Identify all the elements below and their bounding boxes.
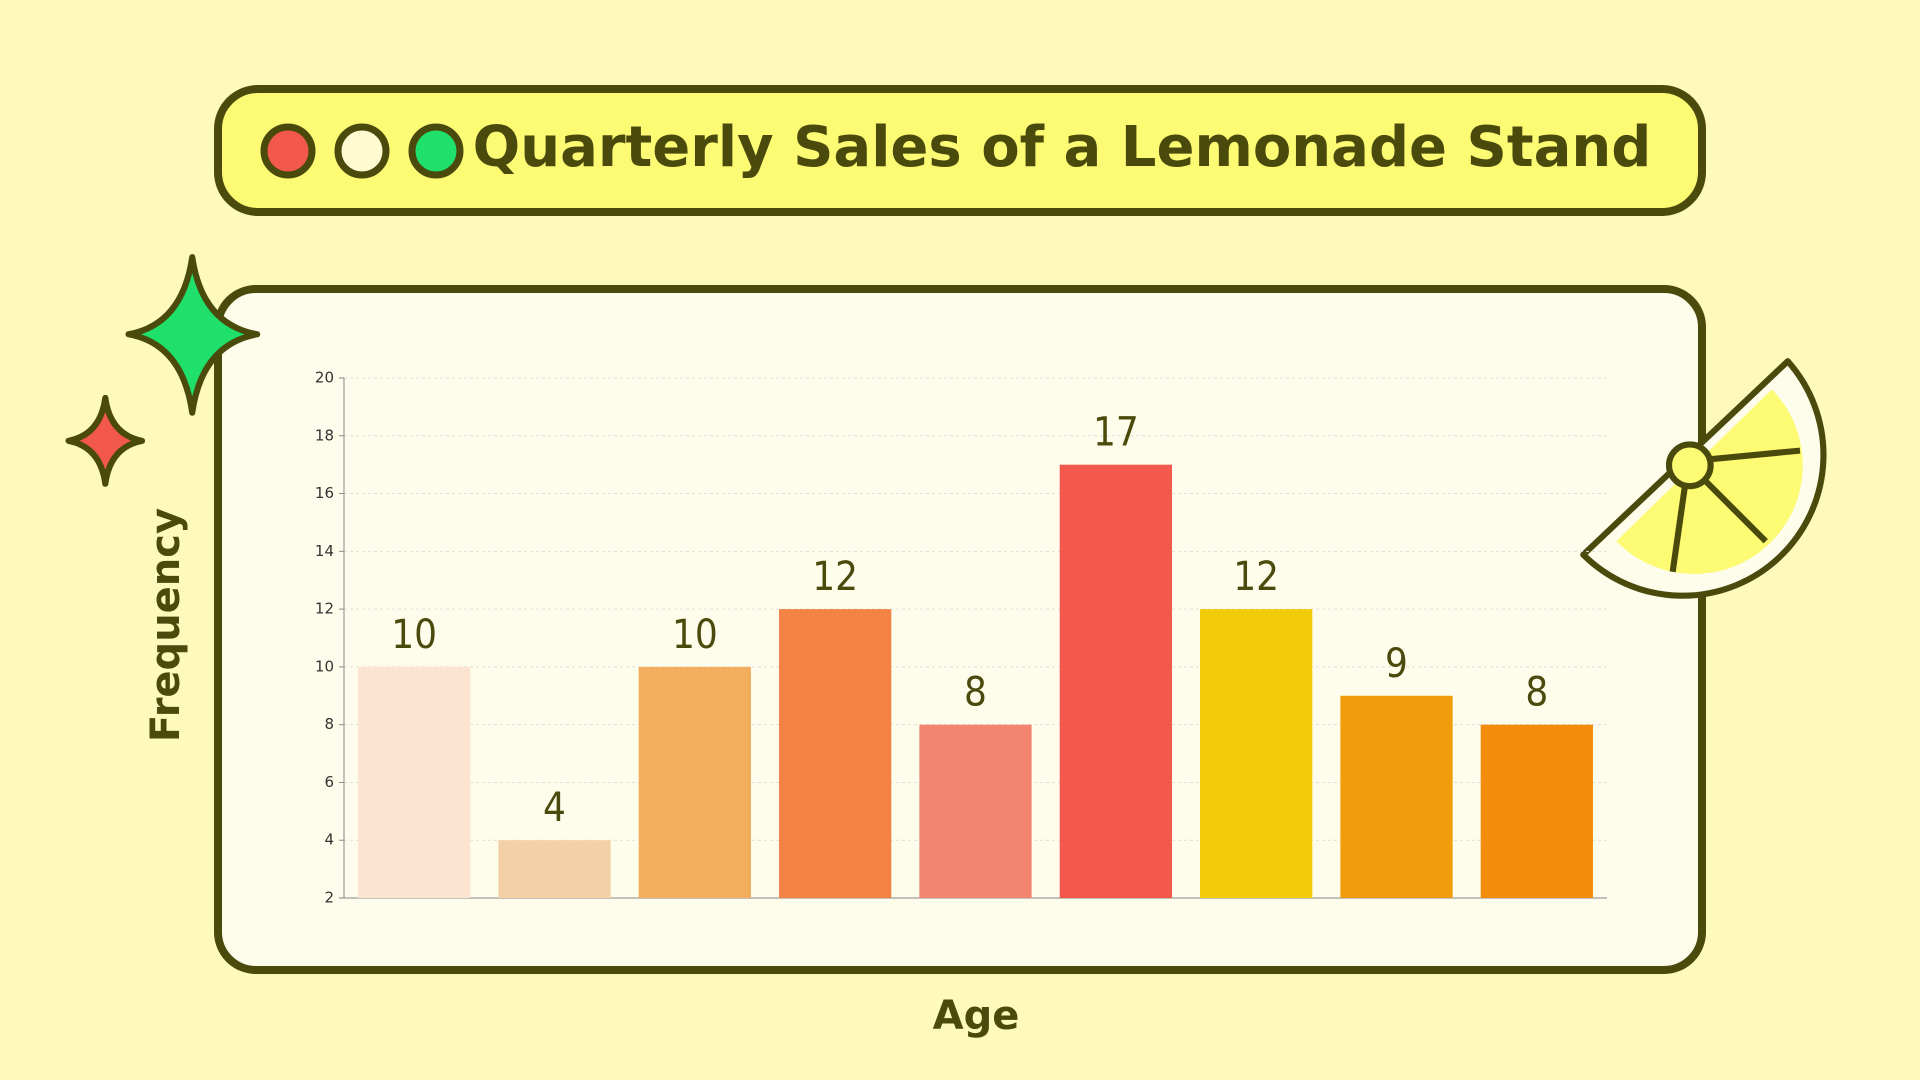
chart-title: Quarterly Sales of a Lemonade Stand: [473, 115, 1652, 180]
value-label: 10: [391, 612, 437, 658]
window-dot: [408, 123, 464, 179]
chart-panel: [214, 285, 1706, 974]
bar: [779, 609, 892, 898]
y-tick-label: 14: [315, 542, 334, 560]
value-label: 17: [1093, 410, 1139, 456]
bar: [1340, 695, 1453, 898]
star: [125, 254, 261, 416]
bar: [498, 840, 611, 898]
value-label: 12: [812, 554, 858, 600]
y-tick-label: 2: [324, 889, 334, 907]
window-dot: [260, 123, 316, 179]
bar: [358, 666, 471, 898]
value-label: 10: [672, 612, 718, 658]
y-tick-label: 18: [315, 426, 334, 444]
lemon-seg: [1702, 477, 1768, 544]
lemon-seg: [1669, 485, 1688, 573]
y-tick-label: 6: [324, 773, 334, 791]
value-label: 8: [1525, 670, 1548, 716]
bar: [1480, 724, 1593, 898]
y-tick-label: 16: [315, 484, 334, 502]
y-tick-label: 4: [324, 831, 334, 849]
y-tick-label: 10: [315, 657, 334, 675]
bar: [1200, 609, 1313, 898]
bar: [919, 724, 1032, 898]
x-axis-label: Age: [933, 993, 1020, 1039]
y-tick-label: 8: [324, 715, 334, 733]
value-label: 9: [1385, 641, 1408, 687]
window-dot: [334, 123, 390, 179]
lemon-core: [1665, 441, 1714, 490]
star: [65, 394, 146, 487]
value-label: 12: [1233, 554, 1279, 600]
y-axis-label: Frequency: [143, 508, 189, 742]
y-tick-label: 12: [315, 600, 334, 618]
bar: [1059, 464, 1172, 898]
value-label: 4: [543, 785, 566, 831]
y-tick-label: 20: [315, 369, 334, 387]
value-label: 8: [964, 670, 987, 716]
lemon-seg: [1710, 447, 1801, 463]
title-bar: [214, 85, 1706, 216]
decorations: [65, 254, 1827, 599]
bar: [638, 666, 751, 898]
